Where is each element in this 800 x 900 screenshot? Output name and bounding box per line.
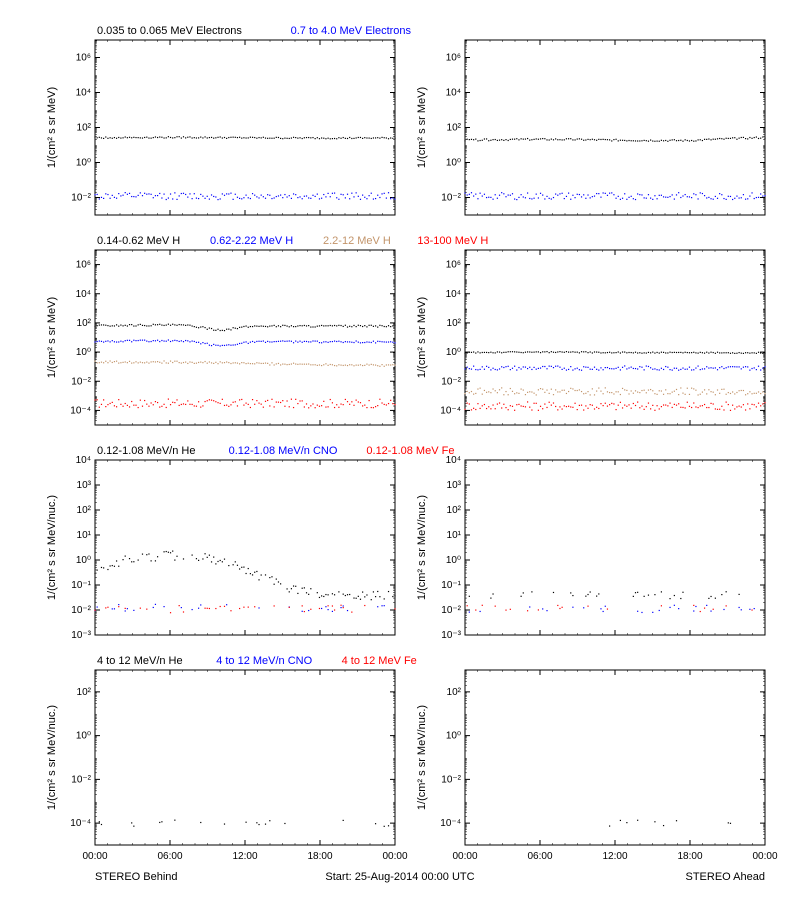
svg-text:10⁴: 10⁴ xyxy=(446,88,461,99)
svg-text:18:00: 18:00 xyxy=(677,851,702,862)
svg-text:10⁻²: 10⁻² xyxy=(441,605,461,616)
legend-label: 13-100 MeV H xyxy=(417,235,488,247)
legend-label: 0.7 to 4.0 MeV Electrons xyxy=(291,25,412,37)
data-series xyxy=(94,136,395,139)
svg-text:10⁻²: 10⁻² xyxy=(441,376,461,387)
svg-text:00:00: 00:00 xyxy=(82,851,107,862)
data-series xyxy=(94,339,395,346)
svg-text:10⁰: 10⁰ xyxy=(76,158,91,169)
data-series xyxy=(94,551,395,601)
svg-text:10⁰: 10⁰ xyxy=(76,731,91,742)
svg-text:10²: 10² xyxy=(77,123,92,134)
legend-label: 0.035 to 0.065 MeV Electrons xyxy=(97,25,242,37)
data-series xyxy=(464,136,765,141)
svg-text:1/(cm² s sr MeV): 1/(cm² s sr MeV) xyxy=(46,87,58,168)
svg-text:10⁻²: 10⁻² xyxy=(441,193,461,204)
svg-text:10⁻⁴: 10⁻⁴ xyxy=(440,818,461,829)
svg-text:10¹: 10¹ xyxy=(77,530,92,541)
legend-label: 4 to 12 MeV Fe xyxy=(342,655,417,667)
data-series xyxy=(94,399,395,409)
svg-text:10⁻²: 10⁻² xyxy=(71,774,91,785)
footer-center-label: Start: 25-Aug-2014 00:00 UTC xyxy=(325,871,474,883)
svg-text:10⁰: 10⁰ xyxy=(76,555,91,566)
data-series xyxy=(94,605,395,614)
svg-text:06:00: 06:00 xyxy=(527,851,552,862)
svg-text:10⁻⁴: 10⁻⁴ xyxy=(440,405,461,416)
svg-text:10²: 10² xyxy=(447,123,462,134)
svg-text:10²: 10² xyxy=(77,318,92,329)
legend-label: 0.12-1.08 MeV Fe xyxy=(366,445,454,457)
svg-text:10⁰: 10⁰ xyxy=(446,347,461,358)
svg-text:10⁶: 10⁶ xyxy=(76,260,91,271)
svg-text:10¹: 10¹ xyxy=(447,530,462,541)
svg-text:10²: 10² xyxy=(447,318,462,329)
svg-text:10⁻³: 10⁻³ xyxy=(441,630,461,641)
legend-label: 2.2-12 MeV H xyxy=(323,235,391,247)
data-series xyxy=(464,365,765,370)
svg-text:10⁴: 10⁴ xyxy=(76,88,91,99)
svg-text:1/(cm² s sr MeV/nuc.): 1/(cm² s sr MeV/nuc.) xyxy=(46,705,58,810)
svg-text:10⁻²: 10⁻² xyxy=(71,376,91,387)
data-series xyxy=(609,820,731,827)
svg-text:1/(cm² s sr MeV): 1/(cm² s sr MeV) xyxy=(46,297,58,378)
data-series xyxy=(464,387,765,395)
svg-text:10³: 10³ xyxy=(447,480,462,491)
svg-text:00:00: 00:00 xyxy=(752,851,777,862)
footer-right-label: STEREO Ahead xyxy=(686,871,766,883)
svg-text:1/(cm² s sr MeV/nuc.): 1/(cm² s sr MeV/nuc.) xyxy=(416,705,428,810)
svg-text:00:00: 00:00 xyxy=(452,851,477,862)
data-series xyxy=(464,401,765,411)
svg-text:1/(cm² s sr MeV/nuc.): 1/(cm² s sr MeV/nuc.) xyxy=(46,495,58,600)
data-series xyxy=(99,820,389,827)
svg-text:10⁴: 10⁴ xyxy=(446,289,461,300)
svg-text:12:00: 12:00 xyxy=(232,851,257,862)
legend-label: 4 to 12 MeV/n He xyxy=(97,655,183,667)
svg-text:10²: 10² xyxy=(447,505,462,516)
data-series xyxy=(94,192,395,200)
svg-text:10⁰: 10⁰ xyxy=(76,347,91,358)
svg-text:10⁻²: 10⁻² xyxy=(71,605,91,616)
legend-label: 0.12-1.08 MeV/n He xyxy=(97,445,195,457)
svg-text:10³: 10³ xyxy=(77,480,92,491)
svg-text:10²: 10² xyxy=(77,505,92,516)
svg-text:10⁶: 10⁶ xyxy=(446,260,461,271)
svg-text:12:00: 12:00 xyxy=(602,851,627,862)
svg-text:10⁴: 10⁴ xyxy=(76,289,91,300)
svg-text:10⁻⁴: 10⁻⁴ xyxy=(70,818,91,829)
data-series xyxy=(94,324,395,332)
svg-text:10²: 10² xyxy=(77,687,92,698)
svg-text:10⁶: 10⁶ xyxy=(446,53,461,64)
svg-text:10²: 10² xyxy=(447,687,462,698)
data-series xyxy=(469,591,740,599)
svg-text:10⁰: 10⁰ xyxy=(446,555,461,566)
svg-text:10⁻³: 10⁻³ xyxy=(71,630,91,641)
svg-text:1/(cm² s sr MeV): 1/(cm² s sr MeV) xyxy=(416,297,428,378)
legend-label: 0.12-1.08 MeV/n CNO xyxy=(229,445,338,457)
data-series xyxy=(464,351,765,354)
svg-text:10⁻²: 10⁻² xyxy=(71,193,91,204)
data-series xyxy=(94,360,395,367)
legend-label: 4 to 12 MeV/n CNO xyxy=(216,655,312,667)
svg-text:10⁻⁴: 10⁻⁴ xyxy=(70,405,91,416)
svg-text:10⁻²: 10⁻² xyxy=(441,774,461,785)
svg-text:00:00: 00:00 xyxy=(382,851,407,862)
svg-text:1/(cm² s sr MeV/nuc.): 1/(cm² s sr MeV/nuc.) xyxy=(416,495,428,600)
legend-label: 0.14-0.62 MeV H xyxy=(97,235,180,247)
svg-text:1/(cm² s sr MeV): 1/(cm² s sr MeV) xyxy=(416,87,428,168)
svg-text:10⁰: 10⁰ xyxy=(446,731,461,742)
svg-text:10⁴: 10⁴ xyxy=(76,455,91,466)
data-series xyxy=(467,605,753,612)
svg-text:06:00: 06:00 xyxy=(157,851,182,862)
svg-text:10⁻¹: 10⁻¹ xyxy=(71,580,91,591)
svg-text:10⁰: 10⁰ xyxy=(446,158,461,169)
data-series xyxy=(469,605,755,613)
data-series xyxy=(464,192,765,200)
svg-text:10⁻¹: 10⁻¹ xyxy=(441,580,461,591)
svg-text:18:00: 18:00 xyxy=(307,851,332,862)
footer-left-label: STEREO Behind xyxy=(95,871,178,883)
legend-label: 0.62-2.22 MeV H xyxy=(210,235,293,247)
svg-text:10⁶: 10⁶ xyxy=(76,53,91,64)
